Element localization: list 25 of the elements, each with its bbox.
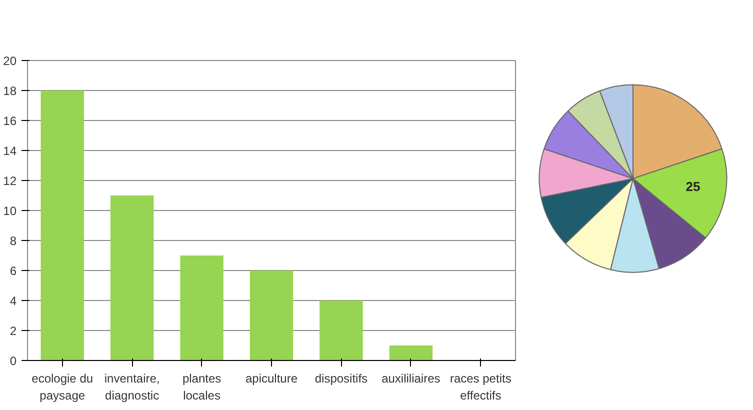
x-tick-label: auxililiaires bbox=[382, 372, 440, 386]
bar bbox=[40, 90, 84, 360]
bar bbox=[180, 256, 224, 360]
data-label: 25 bbox=[686, 179, 700, 194]
y-tick-label: 16 bbox=[3, 114, 17, 128]
bar bbox=[250, 270, 294, 360]
y-tick-label: 18 bbox=[3, 84, 17, 98]
y-tick-label: 12 bbox=[3, 174, 17, 188]
x-tick-label: dispositifs bbox=[314, 372, 368, 386]
y-tick-label: 10 bbox=[3, 204, 17, 218]
bar bbox=[320, 300, 363, 360]
y-tick-label: 8 bbox=[10, 234, 17, 248]
x-tick-label: inventaire, diagnostic bbox=[104, 372, 160, 402]
x-tick-label: races petits effectifs bbox=[450, 372, 512, 402]
bar bbox=[389, 346, 433, 360]
x-tick-label: ecologie du paysage bbox=[32, 372, 94, 402]
y-tick-label: 6 bbox=[10, 264, 17, 278]
y-tick-label: 0 bbox=[10, 354, 17, 368]
x-tick-label: apiculture bbox=[245, 372, 298, 386]
bar bbox=[110, 196, 154, 360]
y-tick-label: 14 bbox=[3, 144, 17, 158]
x-tick-label: plantes locales bbox=[182, 372, 222, 402]
y-tick-label: 20 bbox=[3, 54, 17, 68]
y-tick-label: 2 bbox=[10, 324, 17, 338]
y-tick-label: 4 bbox=[10, 294, 17, 308]
